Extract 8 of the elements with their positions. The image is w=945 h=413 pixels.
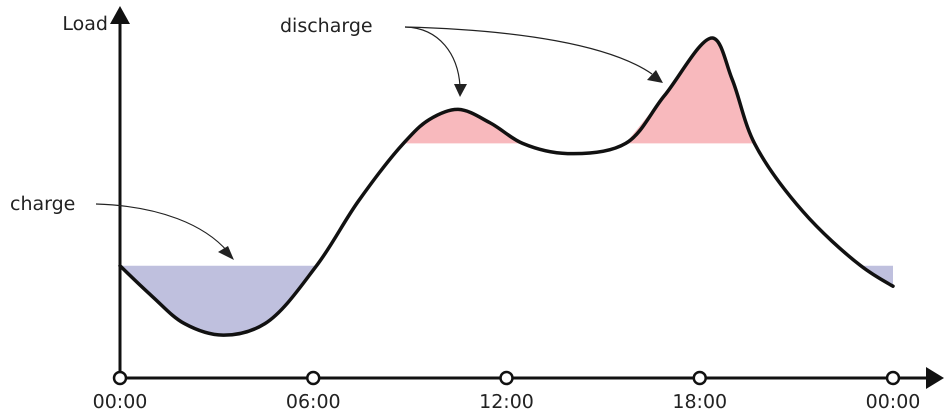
x-tick-label: 18:00: [672, 391, 728, 413]
x-tick-label: 12:00: [479, 391, 534, 413]
y-axis-title: Load: [62, 13, 108, 35]
x-tick-label: 06:00: [286, 391, 341, 413]
text: charge: [10, 193, 76, 215]
x-tick-label: 00:00: [866, 391, 920, 413]
text: discharge: [280, 15, 373, 37]
x-tick-label: 00:00: [92, 391, 148, 413]
